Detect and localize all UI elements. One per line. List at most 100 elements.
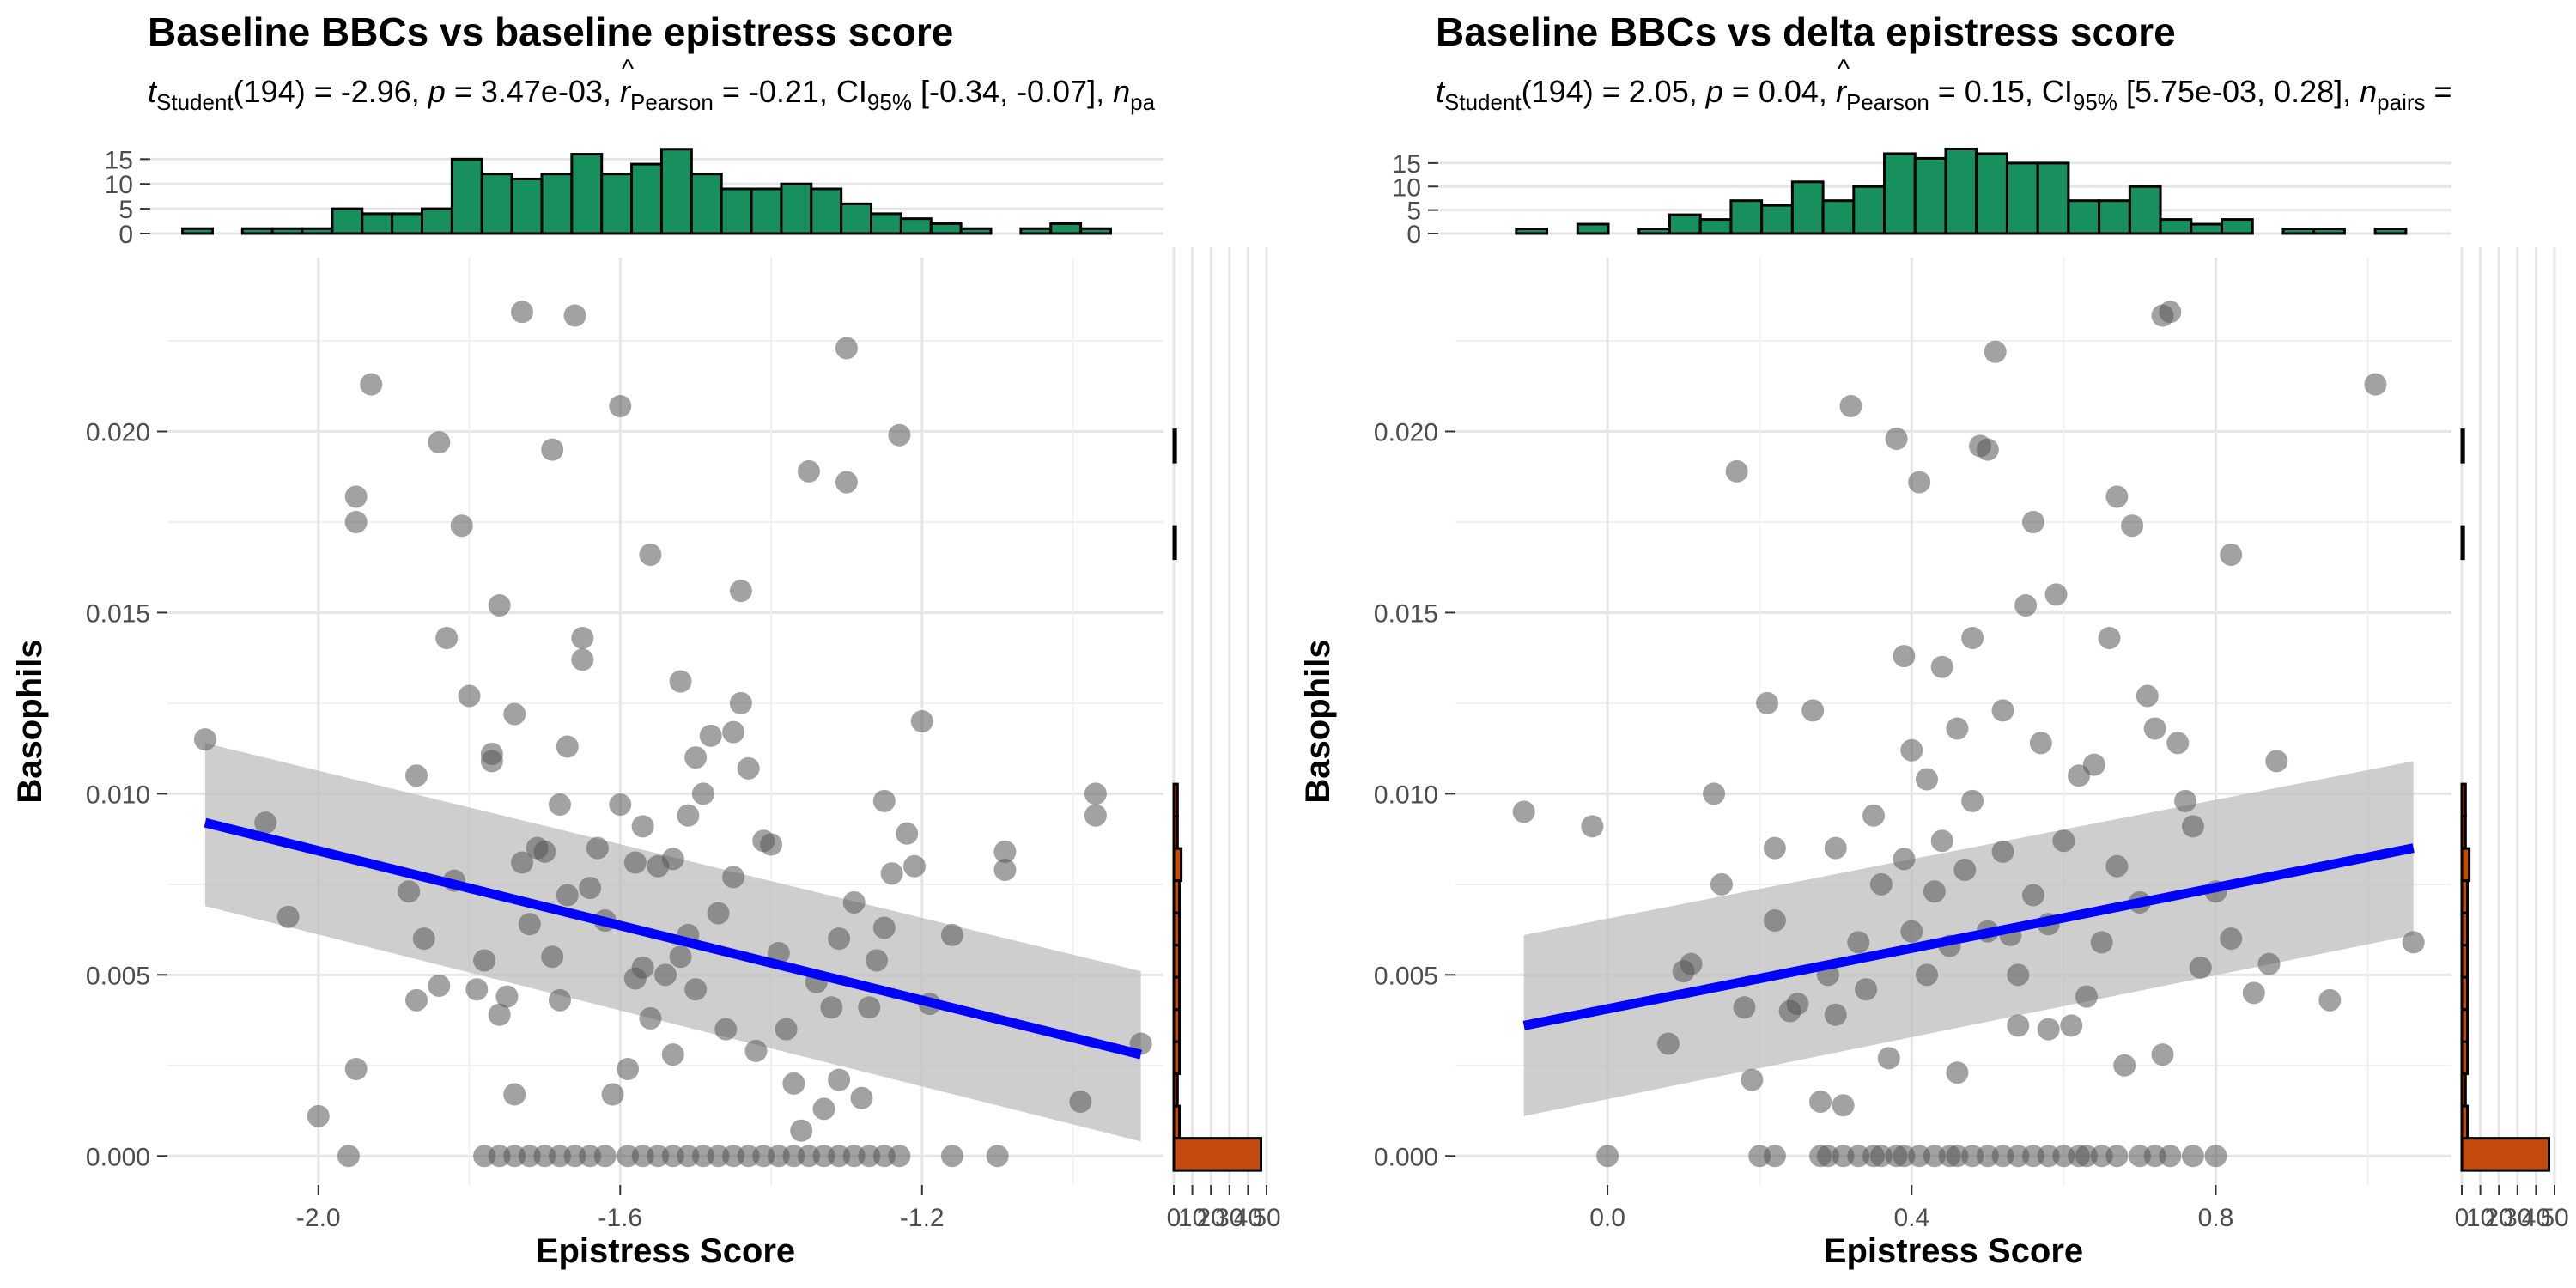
data-point — [903, 854, 926, 878]
data-point — [2007, 1014, 2030, 1037]
data-point — [782, 1072, 805, 1095]
data-point — [2105, 1145, 2129, 1168]
right-hist-bar — [1172, 525, 1177, 561]
data-point — [1869, 872, 1893, 896]
data-point — [450, 514, 473, 538]
top-hist-bar — [240, 227, 274, 235]
data-point — [1847, 931, 1870, 954]
x-tick-label: 0.0 — [1589, 1204, 1625, 1232]
right-hist-bar — [1172, 782, 1179, 818]
top-hist-bar — [659, 148, 693, 235]
data-point — [896, 822, 919, 845]
data-point — [910, 710, 933, 732]
data-point — [2075, 985, 2098, 1008]
data-point — [1991, 840, 2014, 863]
data-point — [2151, 1043, 2174, 1066]
data-point — [1976, 438, 1999, 461]
top-hist-bar — [929, 222, 963, 235]
right-hist-tick-label: 0 — [1167, 1204, 1182, 1232]
data-point — [2181, 815, 2204, 838]
top-hist-bar — [2036, 161, 2070, 235]
x-axis-label: Epistress Score — [536, 1232, 795, 1270]
data-point — [631, 815, 654, 838]
data-point — [344, 510, 368, 533]
data-point — [684, 746, 708, 769]
data-point — [1900, 920, 1923, 943]
top-hist-bar — [870, 212, 902, 235]
right-hist-tick-label: 40 — [1234, 1204, 1262, 1232]
data-point — [707, 902, 730, 925]
data-point — [344, 1058, 368, 1080]
data-point — [1908, 471, 1931, 494]
data-point — [571, 648, 594, 671]
right-hist-bar — [2460, 879, 2469, 914]
data-point — [2098, 626, 2121, 649]
data-point — [428, 431, 451, 454]
top-hist-bar — [959, 227, 993, 235]
top-hist-bar — [2190, 222, 2224, 235]
top-hist-bar — [2281, 228, 2316, 235]
data-point — [1946, 717, 1969, 740]
data-point — [556, 884, 579, 907]
chart-panel-left: Baseline BBCs vs baseline epistress scor… — [0, 0, 1288, 1288]
data-point — [563, 304, 586, 327]
data-point — [797, 459, 820, 483]
chart-title: Baseline BBCs vs baseline epistress scor… — [148, 9, 954, 54]
data-point — [1756, 691, 1779, 714]
top-hist-bar — [1576, 222, 1610, 235]
data-point — [541, 945, 564, 969]
top-hist-tick-label: 10 — [1393, 173, 1421, 202]
right-hist-bar — [1172, 911, 1181, 947]
data-point — [1930, 655, 1953, 678]
right-hist-tick-label: 50 — [2540, 1204, 2568, 1232]
data-point — [541, 438, 564, 461]
top-hist-bar — [2159, 218, 2193, 235]
regression-line — [204, 817, 1142, 1060]
data-point — [1824, 836, 1847, 860]
x-tick-label: 0.4 — [1893, 1204, 1929, 1232]
data-point — [1680, 952, 1703, 975]
data-point — [872, 916, 896, 939]
data-point — [993, 858, 1017, 881]
data-point — [435, 626, 459, 649]
data-point — [661, 1043, 684, 1066]
data-point — [593, 1145, 617, 1168]
top-hist-bar — [630, 162, 663, 235]
right-hist-bar — [1172, 1104, 1181, 1140]
data-point — [503, 702, 526, 726]
data-point — [473, 949, 496, 972]
data-point — [986, 1145, 1009, 1168]
right-hist-bar — [2460, 1072, 2467, 1108]
y-tick-label: 0.020 — [86, 419, 150, 447]
right-hist-tick-label: 10 — [2466, 1204, 2494, 1232]
top-hist-tick-label: 15 — [105, 146, 133, 174]
data-point — [1893, 848, 1916, 871]
data-point — [631, 956, 654, 979]
data-point — [533, 840, 556, 863]
data-point — [2044, 583, 2068, 606]
data-point — [254, 811, 277, 835]
y-tick-label: 0.005 — [1374, 962, 1438, 990]
top-hist-bar — [1883, 152, 1917, 235]
data-point — [820, 996, 843, 1019]
x-tick-label: -1.2 — [900, 1204, 945, 1232]
top-hist-bar — [1079, 227, 1112, 235]
right-hist-bar — [1172, 1008, 1181, 1043]
data-point — [828, 927, 851, 951]
data-point — [337, 1145, 360, 1168]
data-point — [790, 1119, 813, 1142]
data-point — [586, 836, 609, 860]
data-point — [1084, 804, 1107, 827]
data-point — [412, 927, 435, 951]
data-point — [405, 764, 428, 787]
data-point — [2021, 884, 2044, 907]
top-hist-bar — [2221, 218, 2254, 235]
data-point — [193, 728, 216, 751]
data-point — [2029, 732, 2052, 755]
y-tick-label: 0.010 — [86, 781, 150, 809]
data-point — [1596, 1145, 1619, 1168]
data-point — [2204, 1145, 2227, 1168]
data-point — [812, 1097, 835, 1121]
data-point — [1801, 699, 1825, 722]
